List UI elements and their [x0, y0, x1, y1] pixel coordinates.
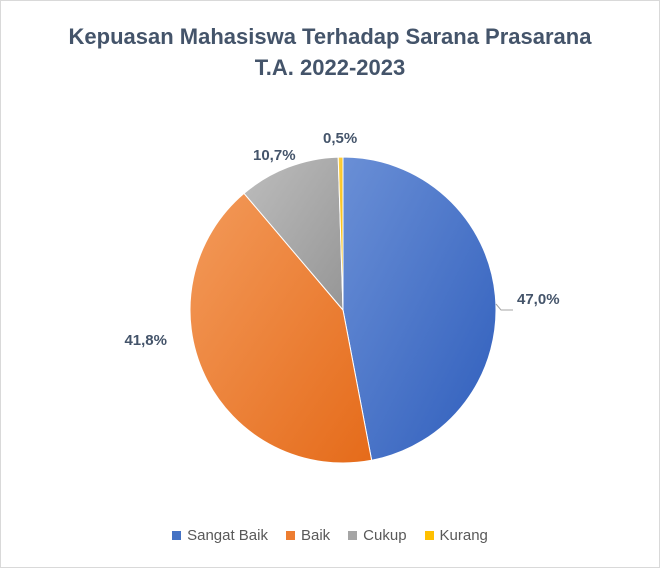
legend-swatch-kurang	[424, 531, 434, 540]
legend-label-kurang: Kurang	[439, 527, 488, 544]
legend-item-baik: Baik	[285, 527, 331, 544]
pie-slice-sangat-baik	[342, 156, 497, 461]
legend-swatch-cukup	[348, 531, 358, 540]
legend-label-cukup: Cukup	[363, 527, 407, 544]
chart-title-line-1: Kepuasan Mahasiswa Terhadap Sarana Prasa…	[68, 24, 592, 49]
data-label-cukup: 10,7%	[253, 147, 296, 164]
leader-line-sangat-baik	[495, 303, 513, 311]
data-label-sangat-baik: 47,0%	[517, 291, 560, 308]
legend-item-sangat-baik: Sangat Baik	[172, 527, 268, 544]
data-label-kurang: 0,5%	[323, 130, 357, 147]
legend-item-kurang: Kurang	[424, 527, 488, 544]
legend-item-cukup: Cukup	[348, 527, 407, 544]
legend: Sangat Baik Baik Cukup Kurang	[1, 527, 659, 544]
chart-title-line-2: T.A. 2022-2023	[254, 55, 406, 80]
pie-slice-cukup	[243, 156, 344, 312]
pie-slice-kurang	[337, 156, 344, 311]
legend-label-sangat-baik: Sangat Baik	[187, 527, 268, 544]
pie-slice-baik	[189, 192, 373, 464]
chart-title: Kepuasan Mahasiswa Terhadap Sarana Prasa…	[1, 21, 659, 83]
data-label-baik: 41,8%	[124, 332, 167, 349]
legend-label-baik: Baik	[300, 527, 331, 544]
legend-swatch-baik	[285, 531, 295, 540]
legend-swatch-sangat-baik	[172, 531, 182, 540]
